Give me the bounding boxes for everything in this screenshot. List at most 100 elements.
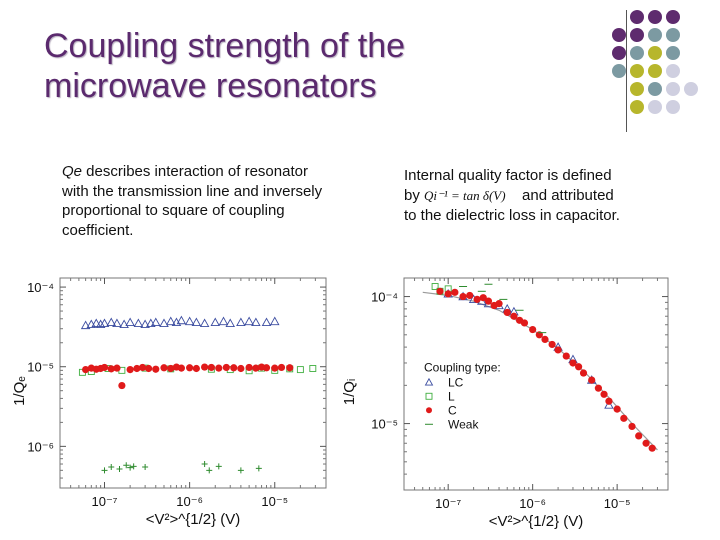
grid-dot: [666, 46, 680, 60]
data-point: [176, 315, 187, 325]
legend-title: Coupling type:: [424, 360, 501, 374]
data-point: [529, 325, 537, 334]
data-point: [150, 317, 161, 327]
grid-dot: [666, 10, 680, 24]
data-point: [215, 364, 223, 372]
data-point: [628, 422, 636, 431]
data-point: [425, 392, 433, 400]
data-point: [119, 319, 129, 329]
qi-description: Internal quality factor is defined by Qi…: [404, 166, 694, 226]
qi-description-rest: and attributed: [522, 187, 614, 204]
data-point: [600, 390, 608, 398]
x-axis-label: <V²>^{1/2} (V): [146, 511, 241, 528]
data-point: [152, 365, 160, 373]
grid-dot: [630, 46, 644, 60]
y-axis-label: 1/Qₑ: [11, 376, 28, 406]
grid-dot: [666, 64, 680, 78]
data-point: [252, 364, 260, 372]
data-point: [520, 319, 529, 327]
data-point: [142, 464, 149, 471]
data-point: [125, 317, 135, 327]
data-point: [106, 317, 117, 327]
data-point: [277, 363, 286, 372]
grid-dot: [612, 46, 626, 60]
title-line-1: Coupling strength of the: [44, 27, 406, 65]
qi-description-line-2: by Qi⁻¹ = tan δ(V) and attributed: [404, 186, 694, 206]
data-point: [215, 463, 222, 470]
data-point: [510, 312, 518, 320]
data-point: [554, 346, 562, 354]
data-point: [309, 365, 317, 372]
data-point: [133, 318, 144, 328]
data-point: [548, 340, 556, 349]
x-tick-label: 10⁻⁵: [604, 496, 631, 511]
data-point: [101, 467, 108, 474]
data-point: [588, 376, 596, 384]
data-point: [604, 400, 614, 409]
y-axis-label: 1/Qᵢ: [341, 379, 358, 406]
data-point: [237, 364, 245, 373]
x-tick-label: 10⁻⁶: [176, 494, 203, 509]
data-point: [191, 317, 202, 327]
data-point: [199, 318, 210, 328]
grid-dot: [630, 28, 644, 42]
data-point: [225, 318, 236, 328]
data-point: [167, 364, 175, 373]
y-tick-label: 10⁻⁴: [27, 280, 54, 295]
data-point: [116, 465, 123, 472]
data-point: [459, 292, 467, 301]
y-tick-label: 10⁻⁶: [27, 439, 54, 454]
data-point: [206, 467, 213, 474]
x-tick-label: 10⁻⁷: [435, 496, 461, 511]
data-point: [569, 359, 577, 367]
data-point: [426, 407, 432, 414]
y-tick-label: 10⁻⁵: [371, 417, 398, 432]
legend-entry: LC: [448, 375, 464, 389]
data-point: [237, 467, 244, 474]
data-point: [244, 316, 254, 326]
data-point: [201, 363, 209, 371]
grid-dot: [630, 82, 644, 96]
data-point: [82, 365, 90, 374]
data-point: [108, 464, 115, 471]
grid-dot: [666, 82, 680, 96]
data-point: [192, 364, 200, 373]
chart-internal-qi: 10⁻⁷ 10⁻⁶ 10⁻⁵ 10⁻⁴ 10⁻⁵ <V²>^{1/2} (V) 1/Qᵢ Co…: [341, 277, 669, 530]
data-point: [112, 318, 122, 328]
y-tick-label: 10⁻⁴: [371, 290, 398, 305]
grid-dot: [630, 100, 644, 114]
data-point: [186, 364, 194, 372]
data-point: [80, 320, 91, 330]
x-axis-label: <V²>^{1/2} (V): [489, 513, 584, 530]
data-point: [255, 465, 262, 472]
qe-description: Qe describes interaction of resonator wi…: [62, 162, 332, 240]
data-point: [133, 364, 141, 373]
qi-formula: Qi⁻¹ = tan δ(V): [424, 188, 506, 203]
data-point: [95, 319, 106, 329]
data-point: [159, 318, 169, 328]
data-point: [245, 363, 253, 372]
data-point: [562, 352, 570, 360]
data-point: [184, 316, 195, 326]
data-point: [222, 363, 230, 372]
qe-term: Qe: [62, 163, 83, 180]
grid-dot: [630, 10, 644, 24]
data-point: [451, 288, 459, 296]
data-point: [503, 308, 511, 317]
data-point: [251, 317, 261, 327]
data-point: [177, 364, 185, 372]
data-point: [424, 377, 434, 386]
qe-description-text: describes interaction of resonator with …: [62, 163, 323, 239]
data-point: [613, 405, 621, 413]
qi-description-line-1: Internal quality factor is defined: [404, 167, 612, 184]
data-point: [594, 384, 602, 392]
data-point: [479, 294, 487, 302]
qi-by: by: [404, 187, 420, 204]
data-point: [230, 364, 238, 372]
data-point: [466, 291, 474, 300]
data-point: [118, 381, 126, 390]
data-point: [620, 414, 628, 422]
data-point: [113, 364, 121, 372]
data-point: [436, 287, 444, 295]
data-point: [210, 317, 221, 327]
